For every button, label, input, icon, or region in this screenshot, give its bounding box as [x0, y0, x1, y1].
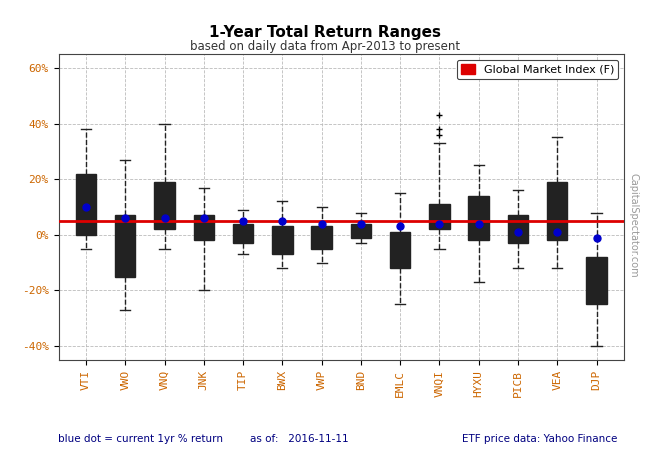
- PathPatch shape: [233, 224, 254, 243]
- Text: based on daily data from Apr-2013 to present: based on daily data from Apr-2013 to pre…: [190, 40, 460, 53]
- PathPatch shape: [547, 182, 567, 240]
- PathPatch shape: [429, 204, 450, 229]
- PathPatch shape: [390, 232, 410, 268]
- PathPatch shape: [154, 182, 175, 229]
- PathPatch shape: [272, 226, 292, 254]
- PathPatch shape: [508, 216, 528, 243]
- PathPatch shape: [586, 257, 606, 304]
- PathPatch shape: [194, 216, 214, 240]
- Text: CapitalSpectator.com: CapitalSpectator.com: [629, 173, 638, 277]
- PathPatch shape: [469, 196, 489, 240]
- Text: ETF price data: Yahoo Finance: ETF price data: Yahoo Finance: [462, 434, 618, 444]
- PathPatch shape: [76, 174, 96, 235]
- Text: 1-Year Total Return Ranges: 1-Year Total Return Ranges: [209, 25, 441, 40]
- PathPatch shape: [311, 226, 332, 249]
- PathPatch shape: [115, 216, 135, 277]
- Text: blue dot = current 1yr % return: blue dot = current 1yr % return: [58, 434, 224, 444]
- Text: as of:   2016-11-11: as of: 2016-11-11: [250, 434, 348, 444]
- PathPatch shape: [351, 224, 371, 238]
- Legend: Global Market Index (F): Global Market Index (F): [457, 59, 618, 79]
